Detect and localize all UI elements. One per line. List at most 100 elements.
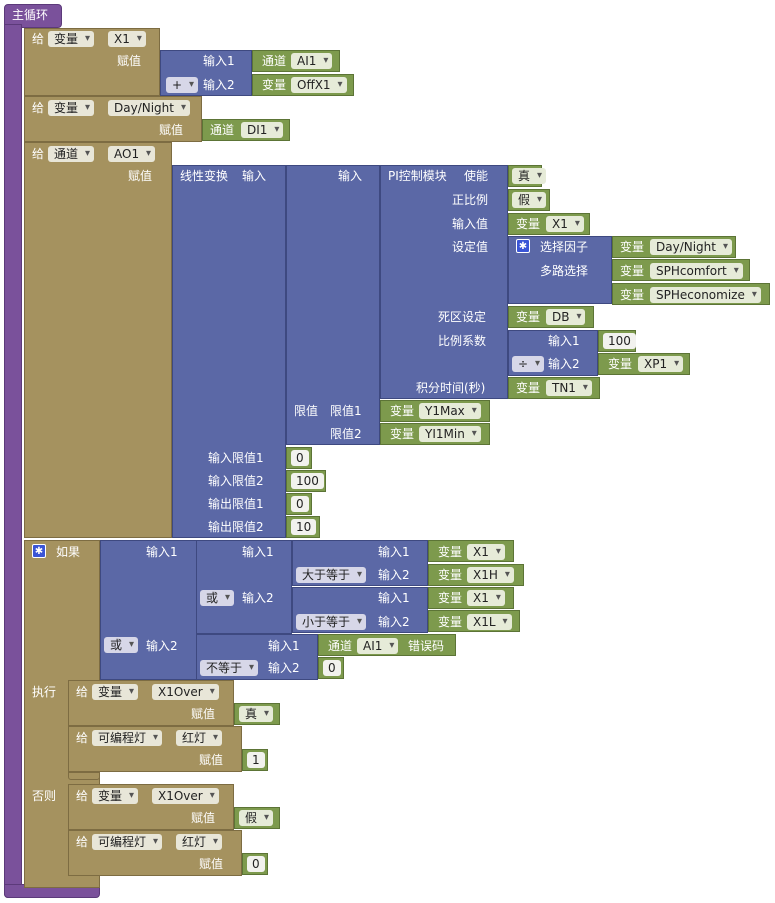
input2-label: 输入2 xyxy=(242,591,274,605)
positive-dropdown[interactable]: 假 xyxy=(512,192,547,208)
output-limit2-label: 输出限值2 xyxy=(208,520,264,534)
limit2-label: 限值2 xyxy=(330,427,362,441)
target-var-dropdown[interactable]: X1Over xyxy=(152,684,219,700)
input1-label: 输入1 xyxy=(203,54,235,68)
light-value-field[interactable]: 1 xyxy=(247,752,265,768)
compare-dropdown[interactable]: 大于等于 xyxy=(296,567,367,583)
device-dropdown[interactable]: 可编程灯 xyxy=(92,730,163,746)
input-limit2-label: 输入限值2 xyxy=(208,474,264,488)
logic-dropdown[interactable]: 或 xyxy=(104,637,139,653)
deadband-label: 死区设定 xyxy=(438,310,487,324)
light-dropdown[interactable]: 红灯 xyxy=(176,834,223,850)
input1-label: 输入1 xyxy=(146,545,178,559)
input2-label: 输入2 xyxy=(548,357,580,371)
target-channel-dropdown[interactable]: AO1 xyxy=(108,146,156,162)
give-label: 给 xyxy=(76,731,89,745)
assign-label: 赋值 xyxy=(191,707,216,721)
input-limit1-field[interactable]: 0 xyxy=(291,450,309,466)
var-label: 变量 xyxy=(438,568,463,582)
limit-label: 限值 xyxy=(294,404,319,418)
input1-label: 输入1 xyxy=(268,639,300,653)
target-var-dropdown[interactable]: X1 xyxy=(108,31,146,47)
compare-number-field[interactable]: 0 xyxy=(323,660,341,676)
input-limit2-field[interactable]: 100 xyxy=(291,473,324,489)
target-type-dropdown[interactable]: 变量 xyxy=(48,31,95,47)
var-label: 变量 xyxy=(438,591,463,605)
output-limit2-field[interactable]: 10 xyxy=(291,519,317,535)
set-ao1-block[interactable] xyxy=(24,142,172,538)
positive-label: 正比例 xyxy=(452,193,489,207)
assign-label: 赋值 xyxy=(117,54,142,68)
input1-label: 输入1 xyxy=(548,334,580,348)
target-type-dropdown[interactable]: 变量 xyxy=(92,684,139,700)
var-dropdown[interactable]: Day/Night xyxy=(650,239,732,255)
var-dropdown[interactable]: SPHeconomize xyxy=(650,287,761,303)
operator-dropdown[interactable]: + xyxy=(166,77,199,93)
assign-label: 赋值 xyxy=(199,857,224,871)
multi-select-label: 多路选择 xyxy=(540,264,589,278)
var-dropdown[interactable]: X1 xyxy=(467,544,505,560)
var-dropdown[interactable]: X1 xyxy=(546,216,584,232)
var-dropdown[interactable]: XP1 xyxy=(638,356,684,372)
target-var-dropdown[interactable]: X1Over xyxy=(152,788,219,804)
light-dropdown[interactable]: 红灯 xyxy=(176,730,223,746)
setpoint-label: 设定值 xyxy=(452,240,489,254)
channel-dropdown[interactable]: DI1 xyxy=(241,122,284,138)
gear-icon[interactable]: ✱ xyxy=(516,239,530,253)
var-dropdown[interactable]: DB xyxy=(546,309,586,325)
compare-dropdown[interactable]: 不等于 xyxy=(200,660,259,676)
enable-dropdown[interactable]: 真 xyxy=(512,168,547,184)
var-dropdown[interactable]: Y1Max xyxy=(419,403,481,419)
pi-control-block[interactable] xyxy=(380,165,508,399)
assign-label: 赋值 xyxy=(191,811,216,825)
target-type-dropdown[interactable]: 通道 xyxy=(48,146,95,162)
output-limit1-field[interactable]: 0 xyxy=(291,496,309,512)
target-var-dropdown[interactable]: Day/Night xyxy=(108,100,190,116)
select-factor-label: 选择因子 xyxy=(540,240,589,254)
exec-foot xyxy=(68,772,100,780)
bool-dropdown[interactable]: 真 xyxy=(239,706,274,722)
channel-dropdown[interactable]: AI1 xyxy=(357,638,399,654)
var-label: 变量 xyxy=(620,288,645,302)
input1-label: 输入1 xyxy=(378,591,410,605)
var-label: 变量 xyxy=(438,545,463,559)
device-dropdown[interactable]: 可编程灯 xyxy=(92,834,163,850)
var-label: 变量 xyxy=(262,78,287,92)
var-dropdown[interactable]: YI1Min xyxy=(419,426,481,442)
give-label: 给 xyxy=(32,147,45,161)
input-value-label: 输入值 xyxy=(452,217,489,231)
input1-label: 输入1 xyxy=(242,545,274,559)
or-block[interactable] xyxy=(100,540,198,680)
input-label: 输入 xyxy=(338,169,363,183)
target-type-dropdown[interactable]: 变量 xyxy=(92,788,139,804)
channel-label: 通道 xyxy=(328,639,353,653)
channel-label: 通道 xyxy=(210,123,235,137)
light-value-field[interactable]: 0 xyxy=(247,856,265,872)
var-dropdown[interactable]: TN1 xyxy=(546,380,592,396)
bool-dropdown[interactable]: 假 xyxy=(239,810,274,826)
assign-label: 赋值 xyxy=(199,753,224,767)
kp-number-field[interactable]: 100 xyxy=(603,333,636,349)
var-dropdown[interactable]: X1L xyxy=(467,614,512,630)
channel-label: 通道 xyxy=(262,54,287,68)
channel-dropdown[interactable]: AI1 xyxy=(291,53,333,69)
compare-dropdown[interactable]: 小于等于 xyxy=(296,614,367,630)
var-dropdown[interactable]: X1 xyxy=(467,590,505,606)
or-block[interactable] xyxy=(196,540,292,634)
target-type-dropdown[interactable]: 变量 xyxy=(48,100,95,116)
operator-dropdown[interactable]: ÷ xyxy=(512,356,545,372)
linear-transform-block[interactable] xyxy=(172,165,286,538)
var-label: 变量 xyxy=(516,217,541,231)
linear-transform-label: 线性变换 xyxy=(180,169,229,183)
limit-block[interactable] xyxy=(286,165,380,445)
give-label: 给 xyxy=(32,101,45,115)
gear-icon[interactable]: ✱ xyxy=(32,544,46,558)
var-dropdown[interactable]: X1H xyxy=(467,567,514,583)
proportional-label: 比例系数 xyxy=(438,334,487,348)
input2-label: 输入2 xyxy=(378,615,410,629)
logic-dropdown[interactable]: 或 xyxy=(200,590,235,606)
var-dropdown[interactable]: OffX1 xyxy=(291,77,347,93)
assign-label: 赋值 xyxy=(159,123,184,137)
main-loop-rail xyxy=(4,24,22,898)
var-dropdown[interactable]: SPHcomfort xyxy=(650,263,743,279)
